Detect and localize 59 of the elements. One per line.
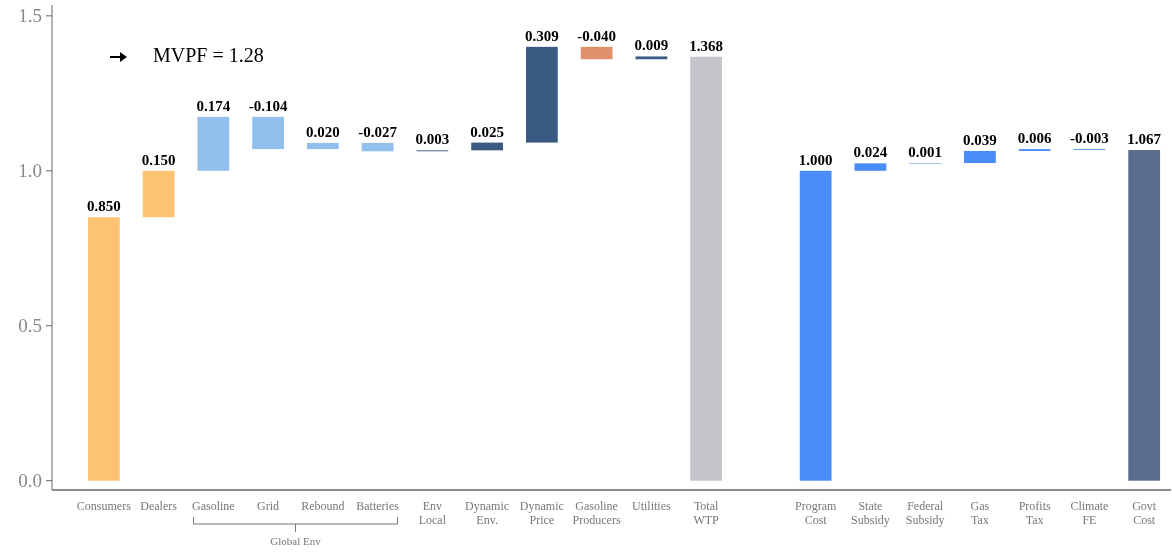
bar (197, 116, 230, 171)
bar (471, 142, 503, 151)
x-tick-label: Dealers (140, 499, 178, 513)
bar (142, 170, 175, 218)
data-label: 0.003 (415, 131, 450, 148)
x-tick-label: Dynamic Env. (465, 499, 510, 527)
y-tick-label: 0.5 (18, 315, 42, 337)
data-label: 0.001 (908, 144, 943, 161)
x-tick-label: Consumers (76, 499, 132, 513)
x-tick-label: Batteries (356, 499, 400, 513)
bar (690, 56, 723, 481)
data-label: 0.309 (524, 27, 559, 44)
bar (854, 163, 887, 171)
data-label: 0.150 (141, 151, 176, 168)
bar (306, 142, 339, 150)
data-label: 1.000 (798, 151, 833, 168)
data-label: 0.025 (470, 123, 504, 140)
x-tick-label: Total WTP (693, 499, 720, 527)
data-label: 0.006 (1017, 130, 1053, 147)
bar (799, 170, 832, 481)
x-tick-label: Utilities (632, 499, 672, 513)
data-label: 0.009 (634, 37, 669, 54)
x-tick-label: State Subsidy (851, 499, 890, 527)
x-tick-label: Gas Tax (970, 499, 990, 527)
y-tick-label: 1.5 (18, 5, 42, 27)
annotation: MVPF = 1.28 (153, 44, 264, 66)
bar (87, 217, 120, 481)
x-tick-label: Govt Cost (1132, 499, 1157, 527)
data-label: 1.067 (1127, 131, 1162, 148)
x-tick-label: Grid (257, 499, 280, 513)
data-label: 1.368 (689, 37, 724, 54)
bar (525, 46, 558, 143)
data-label: 0.020 (305, 123, 340, 140)
x-tick-label: Profits Tax (1018, 499, 1051, 527)
x-tick-label: Gasoline Producers (572, 499, 621, 527)
data-label: -0.027 (358, 123, 398, 140)
x-tick-label: Dynamic Price (519, 499, 564, 527)
bar (361, 142, 394, 152)
x-tick-label: Federal Subsidy (905, 499, 945, 527)
data-label: -0.040 (577, 27, 616, 44)
text: Global Env (270, 535, 322, 547)
bar (1128, 150, 1161, 481)
bar (580, 46, 613, 60)
x-tick-label: Program Cost (794, 499, 837, 527)
data-label: 0.039 (963, 131, 997, 148)
data-label: 0.850 (86, 198, 121, 215)
data-label: 0.174 (196, 97, 231, 114)
x-tick-label: Climate FE (1070, 499, 1109, 527)
y-tick-label: 1.0 (18, 160, 42, 182)
bar (635, 56, 668, 60)
bar (252, 116, 284, 150)
data-label: -0.003 (1070, 130, 1109, 147)
data-label: 0.024 (853, 144, 888, 161)
x-tick-label: Rebound (301, 499, 345, 513)
y-tick-label: 0.0 (18, 470, 42, 492)
bar (964, 150, 996, 164)
data-label: -0.104 (248, 97, 288, 114)
x-tick-label: Gasoline (192, 499, 235, 513)
x-tick-label: Env Local (418, 499, 447, 527)
